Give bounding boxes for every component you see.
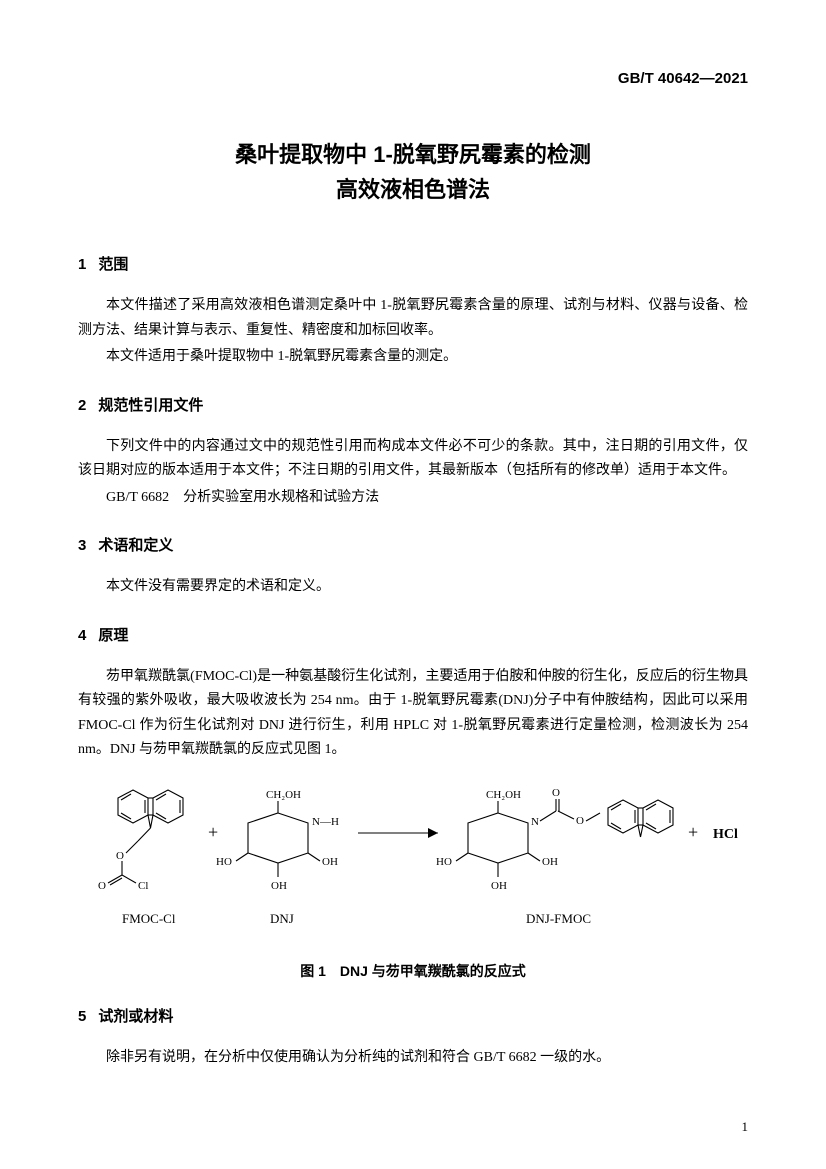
section-4-num: 4 — [78, 627, 86, 644]
label-dnj: DNJ — [270, 911, 294, 926]
svg-text:OH: OH — [322, 856, 338, 868]
section-3-title: 术语和定义 — [98, 537, 173, 554]
section-1-title: 范围 — [98, 256, 128, 273]
document-title: 桑叶提取物中 1-脱氧野尻霉素的检测 高效液相色谱法 — [78, 137, 748, 207]
plus-2: + — [688, 822, 698, 842]
section-5-title: 试剂或材料 — [98, 1008, 173, 1025]
svg-text:N: N — [531, 816, 539, 828]
section-2-heading: 2 规范性引用文件 — [78, 394, 748, 415]
plus-1: + — [208, 822, 218, 842]
title-line-2: 高效液相色谱法 — [78, 172, 748, 207]
label-hcl: HCl — [713, 827, 738, 842]
page-number: 1 — [742, 1119, 749, 1135]
section-1-para-1: 本文件描述了采用高效液相色谱测定桑叶中 1-脱氧野尻霉素含量的原理、试剂与材料、… — [78, 294, 748, 343]
svg-text:N—H: N—H — [312, 816, 339, 828]
section-2-title: 规范性引用文件 — [98, 397, 203, 414]
section-2-para-1: 下列文件中的内容通过文中的规范性引用而构成本文件必不可少的条款。其中，注日期的引… — [78, 435, 748, 484]
svg-text:O: O — [576, 815, 584, 827]
svg-text:O: O — [98, 880, 106, 892]
svg-text:OH: OH — [491, 880, 507, 892]
section-2-reference: GB/T 6682 分析实验室用水规格和试验方法 — [78, 486, 748, 511]
svg-text:CH₂OH: CH₂OH — [486, 789, 521, 801]
section-3-heading: 3 术语和定义 — [78, 534, 748, 555]
svg-text:OH: OH — [542, 856, 558, 868]
section-1-num: 1 — [78, 256, 86, 273]
reaction-scheme-svg: O O Cl FMOC-Cl + — [78, 773, 748, 943]
section-1-heading: 1 范围 — [78, 253, 748, 274]
standard-code: GB/T 40642—2021 — [78, 70, 748, 87]
section-4-heading: 4 原理 — [78, 624, 748, 645]
section-4-para-1: 芴甲氧羰酰氯(FMOC-Cl)是一种氨基酸衍生化试剂，主要适用于伯胺和仲胺的衍生… — [78, 665, 748, 763]
svg-text:HO: HO — [216, 856, 232, 868]
label-fmoc: FMOC-Cl — [122, 911, 176, 926]
svg-text:O: O — [116, 850, 124, 862]
section-5-heading: 5 试剂或材料 — [78, 1005, 748, 1026]
section-4-title: 原理 — [98, 627, 128, 644]
section-5-num: 5 — [78, 1008, 86, 1025]
svg-text:OH: OH — [271, 880, 287, 892]
svg-text:CH₂OH: CH₂OH — [266, 789, 301, 801]
title-line-1: 桑叶提取物中 1-脱氧野尻霉素的检测 — [78, 137, 748, 172]
section-3-para-1: 本文件没有需要界定的术语和定义。 — [78, 575, 748, 600]
svg-text:Cl: Cl — [138, 880, 148, 892]
section-5-para-1: 除非另有说明，在分析中仅使用确认为分析纯的试剂和符合 GB/T 6682 一级的… — [78, 1046, 748, 1071]
figure-1-caption: 图 1 DNJ 与芴甲氧羰酰氯的反应式 — [78, 961, 748, 981]
section-1-para-2: 本文件适用于桑叶提取物中 1-脱氧野尻霉素含量的测定。 — [78, 345, 748, 370]
svg-text:HO: HO — [436, 856, 452, 868]
svg-text:O: O — [552, 787, 560, 799]
section-3-num: 3 — [78, 537, 86, 554]
section-2-num: 2 — [78, 397, 86, 414]
label-dnjfmoc: DNJ-FMOC — [526, 911, 591, 926]
figure-1: O O Cl FMOC-Cl + — [78, 773, 748, 981]
